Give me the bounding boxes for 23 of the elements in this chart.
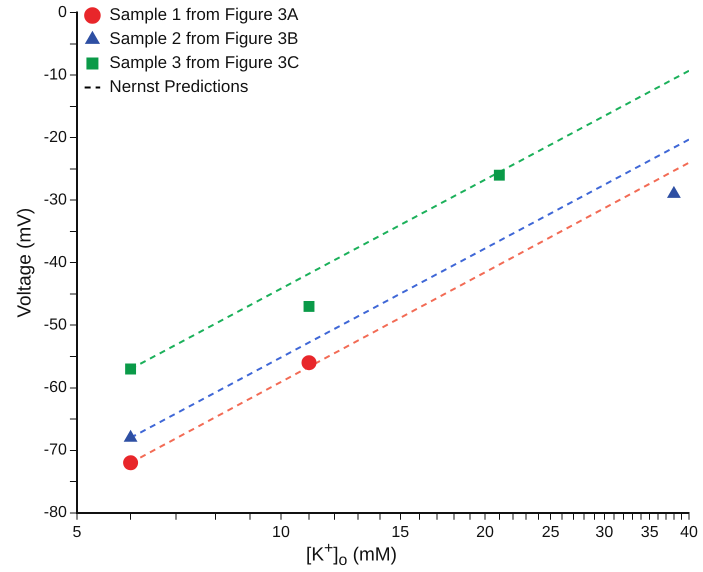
y-tick-label: -80	[44, 504, 68, 522]
y-tick-label: 0	[58, 4, 68, 22]
x-tick-label: 10	[272, 524, 290, 541]
y-tick-label: -30	[44, 192, 68, 209]
legend-label: Nernst Predictions	[109, 77, 248, 96]
x-tick-label: 25	[542, 524, 560, 541]
legend-label: Sample 1 from Figure 3A	[109, 5, 300, 24]
x-tick-label: 15	[391, 524, 410, 541]
y-tick-label: -50	[44, 316, 68, 334]
y-tick-label: -70	[44, 442, 68, 459]
y-tick-label: -20	[44, 129, 68, 146]
x-axis-title: [K$^{+}$]$_{o}$ (mM)	[305, 540, 398, 570]
legend-label: Sample 3 from Figure 3C	[109, 53, 300, 72]
y-tick-label: -60	[44, 379, 68, 396]
y-axis-title: Voltage (mV)	[14, 208, 36, 318]
y-tick-label: -40	[44, 254, 68, 272]
x-tick-label: 40	[680, 524, 698, 541]
x-tick-label: 5	[72, 524, 82, 541]
x-tick-label: 30	[595, 524, 614, 541]
x-tick-label: 20	[476, 524, 494, 541]
x-tick-label: 35	[640, 524, 659, 541]
y-tick-label: -10	[44, 66, 68, 84]
legend-label: Sample 2 from Figure 3B	[109, 29, 298, 48]
